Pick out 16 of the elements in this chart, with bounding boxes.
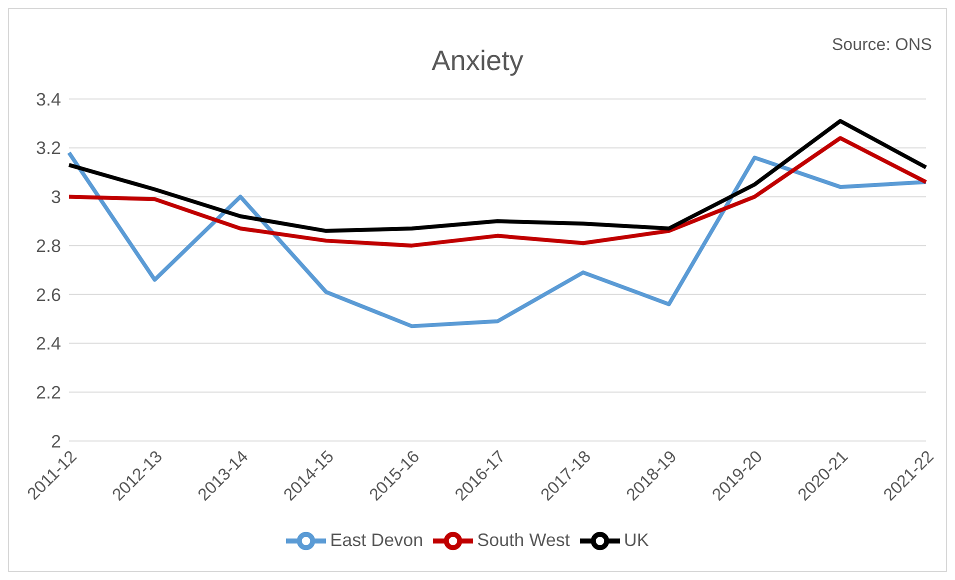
y-tick-label: 3.4 bbox=[36, 89, 61, 110]
line-series bbox=[67, 150, 928, 328]
legend-label: UK bbox=[624, 530, 649, 550]
line-series bbox=[67, 136, 928, 248]
legend-label: East Devon bbox=[330, 530, 424, 550]
y-tick-label: 2.6 bbox=[36, 284, 61, 305]
y-tick-label: 3 bbox=[50, 187, 61, 208]
y-tick-label: 2 bbox=[50, 431, 61, 452]
y-tick-label: 3.2 bbox=[36, 138, 61, 158]
y-tick-label: 2.4 bbox=[36, 334, 61, 354]
legend-label: South West bbox=[477, 530, 570, 550]
y-tick-label: 2.2 bbox=[36, 382, 61, 403]
chart-title: Anxiety bbox=[432, 45, 524, 76]
source-note: Source: ONS bbox=[832, 35, 932, 55]
line-series bbox=[67, 118, 928, 233]
y-tick-label: 2.8 bbox=[36, 236, 61, 256]
